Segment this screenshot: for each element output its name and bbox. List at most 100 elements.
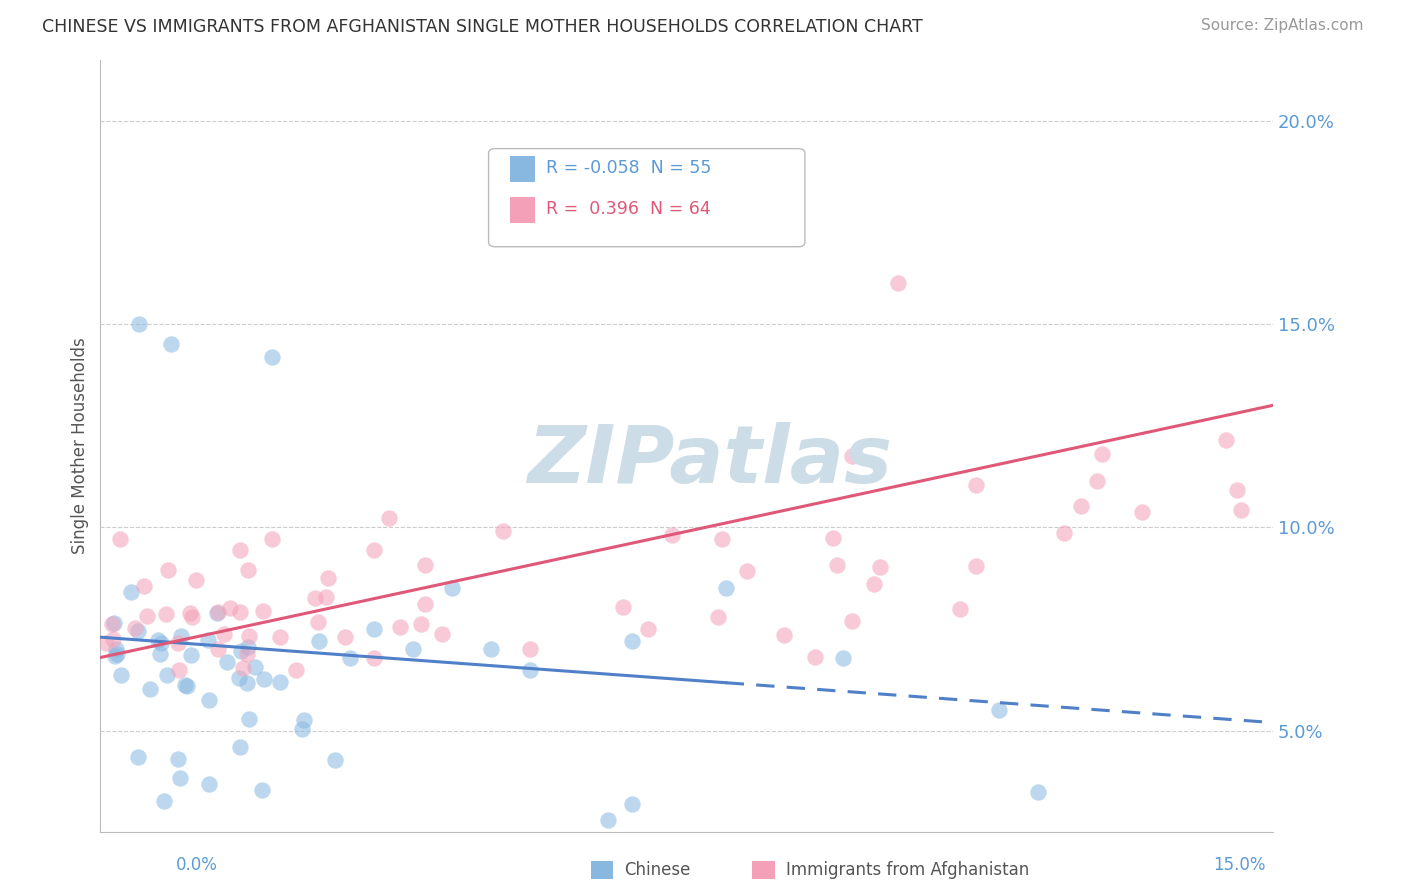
Point (197, 632, 219, 647)
Point (169, 772, 191, 786)
Point (402, 642, 425, 657)
Point (315, 590, 337, 604)
Text: CHINESE VS IMMIGRANTS FROM AFGHANISTAN SINGLE MOTHER HOUSEHOLDS CORRELATION CHAR: CHINESE VS IMMIGRANTS FROM AFGHANISTAN S… (42, 18, 922, 36)
Point (773, 627, 796, 641)
Text: R = -0.058  N = 55: R = -0.058 N = 55 (546, 159, 711, 177)
Point (179, 607, 201, 621)
Point (229, 543, 252, 558)
Point (101, 616, 124, 631)
Point (228, 671, 250, 685)
Point (620, 634, 643, 648)
Point (197, 693, 219, 707)
Text: R =  0.396  N = 64: R = 0.396 N = 64 (546, 200, 711, 218)
Point (260, 532, 283, 546)
Point (124, 621, 146, 635)
Point (637, 622, 659, 636)
Y-axis label: Single Mother Households: Single Mother Households (72, 338, 89, 554)
Point (1229, 503, 1251, 517)
Point (212, 627, 235, 641)
Point (146, 633, 169, 648)
Point (269, 675, 291, 690)
Point (236, 563, 259, 577)
Point (841, 449, 863, 463)
Point (184, 573, 207, 587)
Point (231, 644, 253, 658)
Point (105, 641, 128, 656)
Text: 15.0%: 15.0% (1213, 856, 1265, 874)
Point (863, 577, 886, 591)
Point (1028, 785, 1050, 799)
Point (292, 713, 315, 727)
Point (411, 617, 433, 632)
Point (432, 626, 454, 640)
Point (821, 531, 844, 545)
Point (612, 600, 634, 615)
Point (152, 794, 174, 808)
Point (120, 585, 142, 599)
Point (415, 558, 437, 572)
Point (110, 667, 132, 681)
Point (207, 642, 229, 657)
Point (988, 703, 1011, 717)
Point (388, 620, 411, 634)
Point (965, 558, 987, 573)
Point (217, 655, 239, 669)
Point (236, 640, 259, 654)
Point (157, 563, 180, 577)
Point (1215, 434, 1237, 448)
Point (710, 532, 733, 546)
Point (128, 317, 150, 331)
Point (492, 524, 515, 538)
Point (155, 607, 177, 621)
Point (132, 579, 155, 593)
Point (304, 591, 326, 605)
Point (519, 642, 541, 657)
Point (307, 615, 329, 630)
Point (174, 678, 197, 692)
Point (149, 636, 172, 650)
Point (316, 571, 339, 585)
Point (1226, 483, 1249, 497)
Point (136, 609, 159, 624)
Point (127, 750, 149, 764)
Point (229, 605, 252, 619)
Point (238, 629, 260, 643)
Point (886, 277, 908, 291)
Point (198, 777, 221, 791)
Point (104, 649, 127, 664)
Point (707, 609, 730, 624)
Text: Immigrants from Afghanistan: Immigrants from Afghanistan (786, 861, 1029, 879)
Point (804, 650, 827, 665)
Point (598, 814, 620, 828)
Point (949, 601, 972, 615)
Point (149, 647, 172, 661)
Point (479, 642, 502, 657)
Text: Source: ZipAtlas.com: Source: ZipAtlas.com (1201, 18, 1364, 33)
Point (335, 630, 357, 644)
Point (232, 661, 254, 675)
Point (166, 636, 188, 650)
Point (291, 722, 314, 736)
Point (965, 478, 987, 492)
Point (519, 663, 541, 677)
Point (252, 604, 274, 618)
Point (207, 605, 229, 619)
Text: 0.0%: 0.0% (176, 856, 218, 874)
Point (363, 650, 385, 665)
Point (94, 635, 117, 649)
Point (869, 559, 891, 574)
Point (363, 543, 385, 558)
Text: ZIPatlas: ZIPatlas (527, 423, 893, 500)
Point (108, 533, 131, 547)
Point (832, 650, 855, 665)
Point (236, 676, 259, 690)
Point (1052, 525, 1074, 540)
Point (339, 650, 361, 665)
Point (250, 782, 273, 797)
Point (284, 663, 307, 677)
Point (714, 582, 737, 596)
Point (1130, 505, 1153, 519)
Point (159, 337, 181, 351)
Point (308, 634, 330, 648)
Point (176, 679, 198, 693)
